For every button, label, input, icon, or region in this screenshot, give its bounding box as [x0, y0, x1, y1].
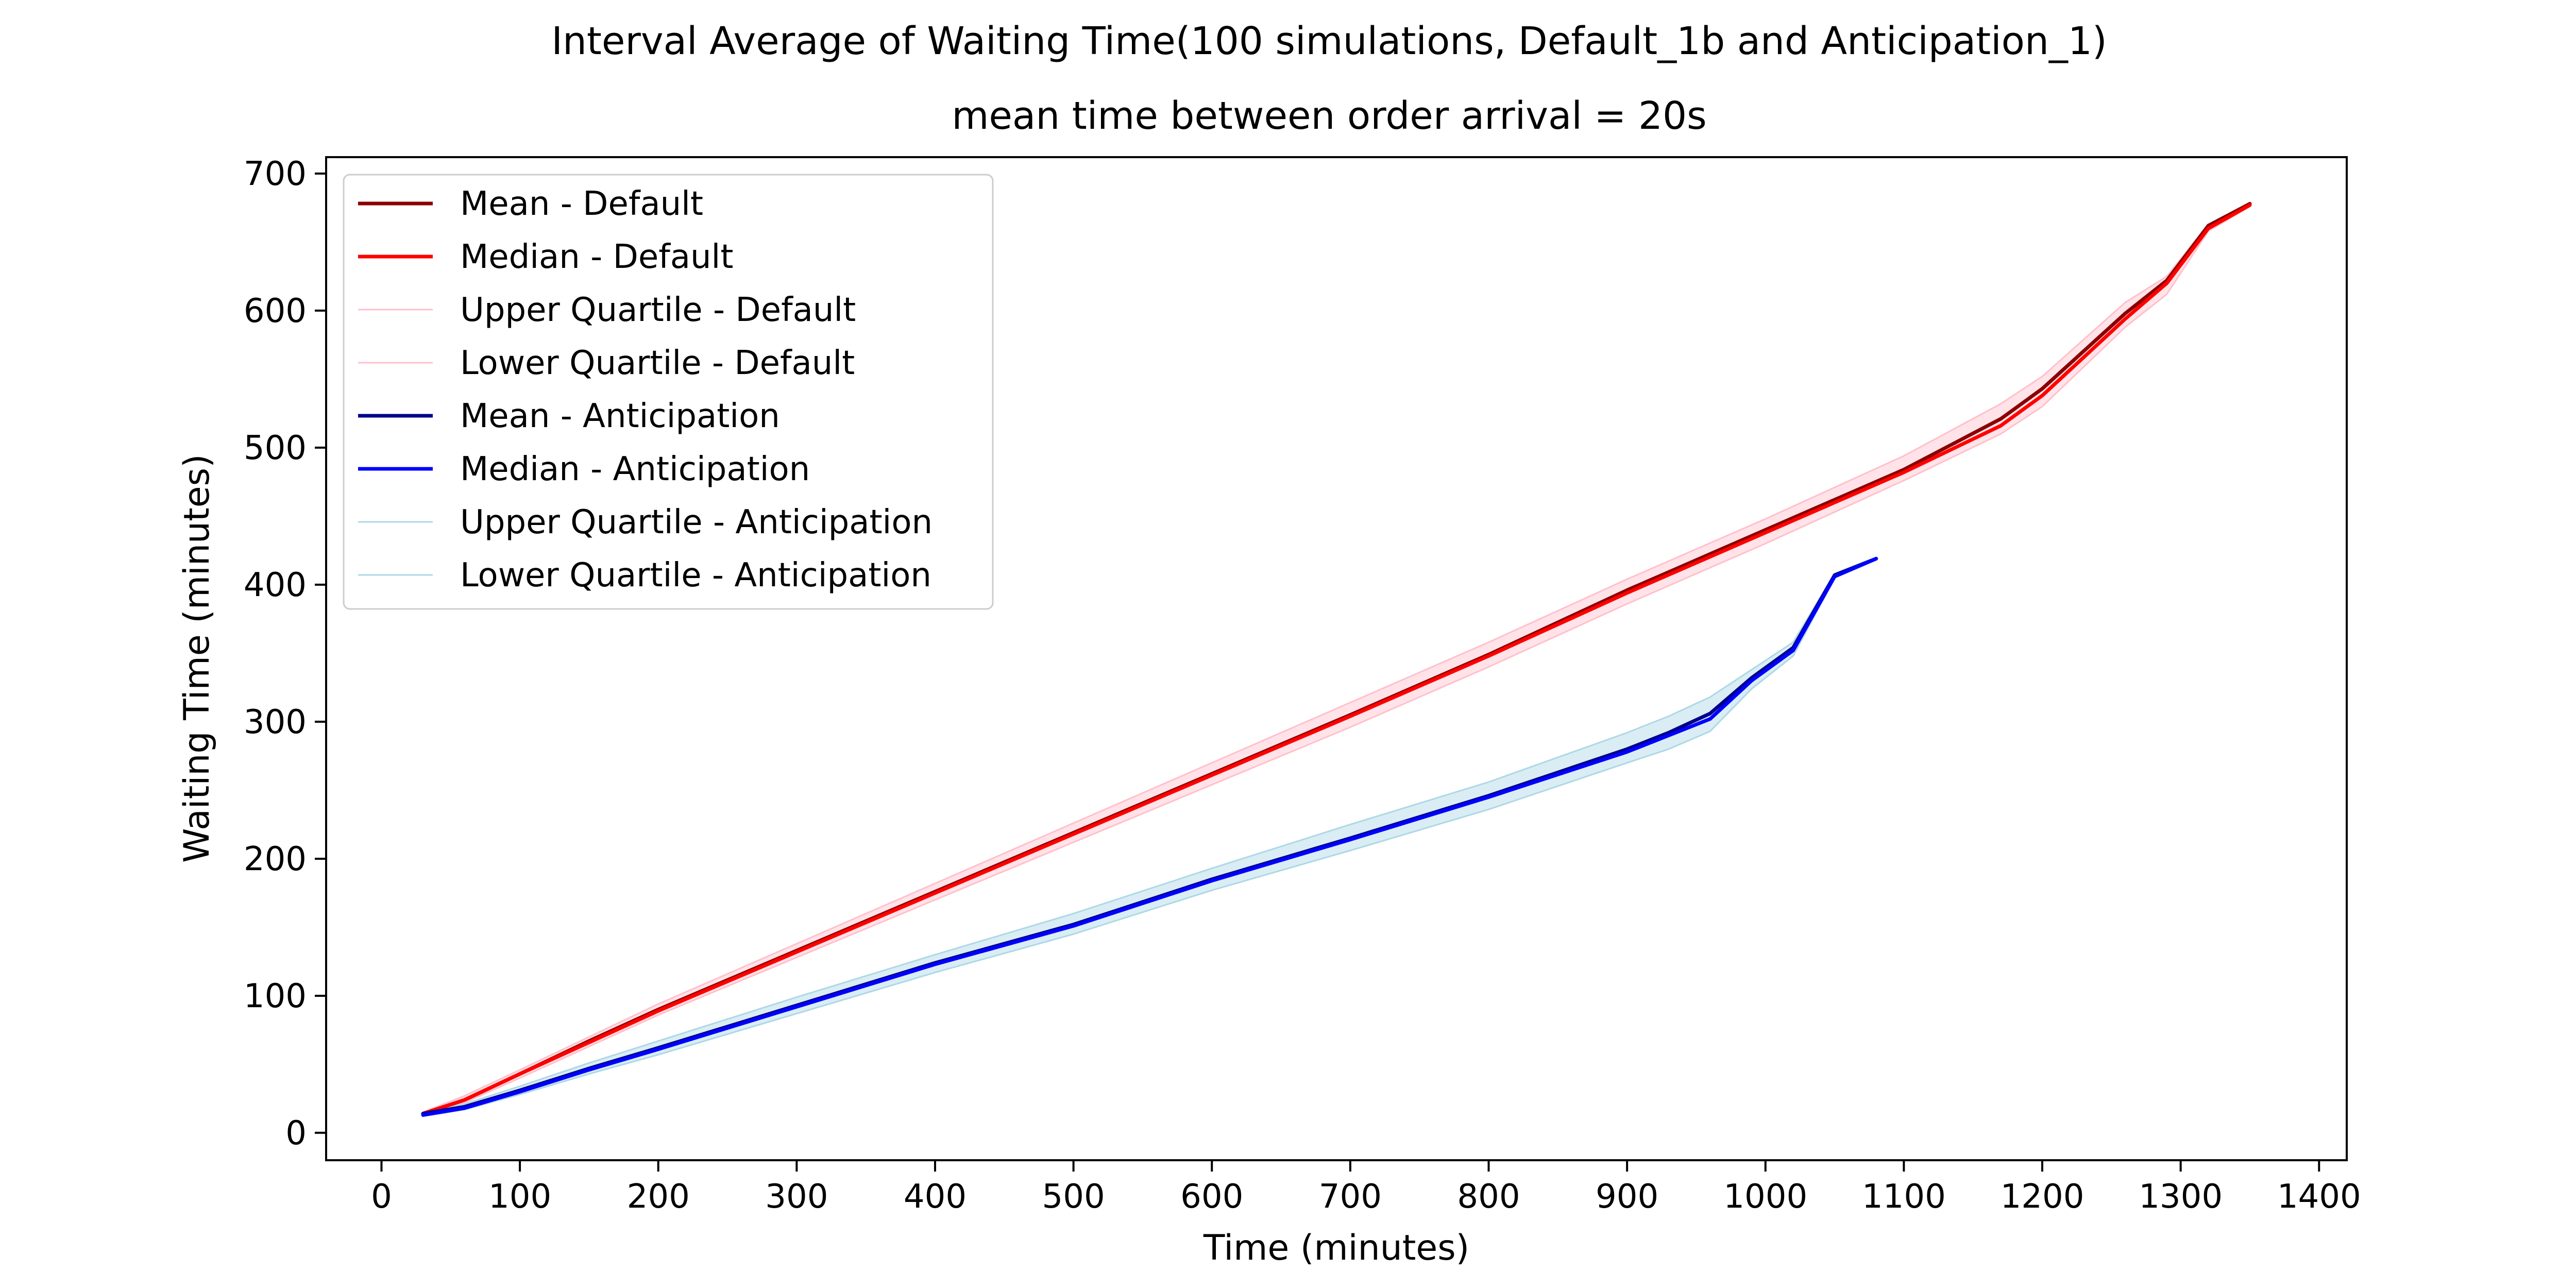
y-tick-label: 300: [244, 703, 307, 741]
legend-label-upper-quartile-anticipation: Upper Quartile - Anticipation: [460, 503, 933, 541]
legend-box: [343, 174, 994, 610]
series-line-lower-quartile-anticipation: [422, 559, 1877, 1117]
y-tick-label: 100: [244, 977, 307, 1015]
series-line-upper-quartile-anticipation: [422, 556, 1877, 1113]
x-tick-label: 1100: [1862, 1178, 1946, 1216]
legend-label-lower-quartile-anticipation: Lower Quartile - Anticipation: [460, 556, 931, 595]
legend-label-mean-default: Mean - Default: [460, 185, 703, 223]
plot-area-frame: [325, 156, 2348, 1161]
legend-label-mean-anticipation: Mean - Anticipation: [460, 397, 780, 435]
x-tick-label: 1000: [1723, 1178, 1807, 1216]
x-tick-label: 500: [1042, 1178, 1105, 1216]
x-tick-label: 1200: [2001, 1178, 2084, 1216]
series-line-median-default: [421, 203, 2252, 1116]
x-tick-label: 0: [371, 1178, 392, 1216]
series-line-lower-quartile-default: [422, 206, 2251, 1116]
x-tick-label: 100: [488, 1178, 551, 1216]
series-lines: [421, 201, 2252, 1117]
x-tick-label: 1300: [2139, 1178, 2223, 1216]
y-tick-label: 700: [244, 155, 307, 193]
y-tick-label: 0: [285, 1114, 307, 1153]
x-axis-label: Time (minutes): [1203, 1228, 1469, 1268]
legend-label-lower-quartile-default: Lower Quartile - Default: [460, 344, 855, 382]
x-tick-label: 400: [904, 1178, 967, 1216]
legend-label-median-default: Median - Default: [460, 238, 733, 276]
legend-label-upper-quartile-default: Upper Quartile - Default: [460, 291, 856, 329]
x-tick-label: 700: [1319, 1178, 1382, 1216]
y-tick-label: 400: [244, 566, 307, 604]
y-axis-label: Waiting Time (minutes): [177, 454, 217, 862]
x-tick-label: 900: [1596, 1178, 1658, 1216]
x-tick-label: 600: [1180, 1178, 1243, 1216]
chart-title: Interval Average of Waiting Time(100 sim…: [551, 19, 2107, 63]
chart-subtitle: mean time between order arrival = 20s: [952, 94, 1706, 138]
x-tick-label: 300: [765, 1178, 828, 1216]
y-tick-label: 200: [244, 840, 307, 878]
x-tick-label: 200: [627, 1178, 690, 1216]
legend: Mean - Default Median - Default Upper Quar…: [343, 174, 994, 610]
y-tick-label: 500: [244, 429, 307, 467]
series-line-upper-quartile-default: [422, 202, 2251, 1113]
y-tick-label: 600: [244, 292, 307, 330]
x-tick-label: 800: [1457, 1178, 1520, 1216]
series-line-median-anticipation: [421, 556, 1878, 1117]
x-axis: 0 100 200 300 400 500 600 700 800 900 1000 1100 1200…: [371, 1160, 2361, 1216]
x-tick-label: 1400: [2277, 1178, 2361, 1216]
legend-label-median-anticipation: Median - Anticipation: [460, 450, 810, 488]
y-axis: 0 100 200 300 400 500 600 700: [244, 155, 326, 1153]
